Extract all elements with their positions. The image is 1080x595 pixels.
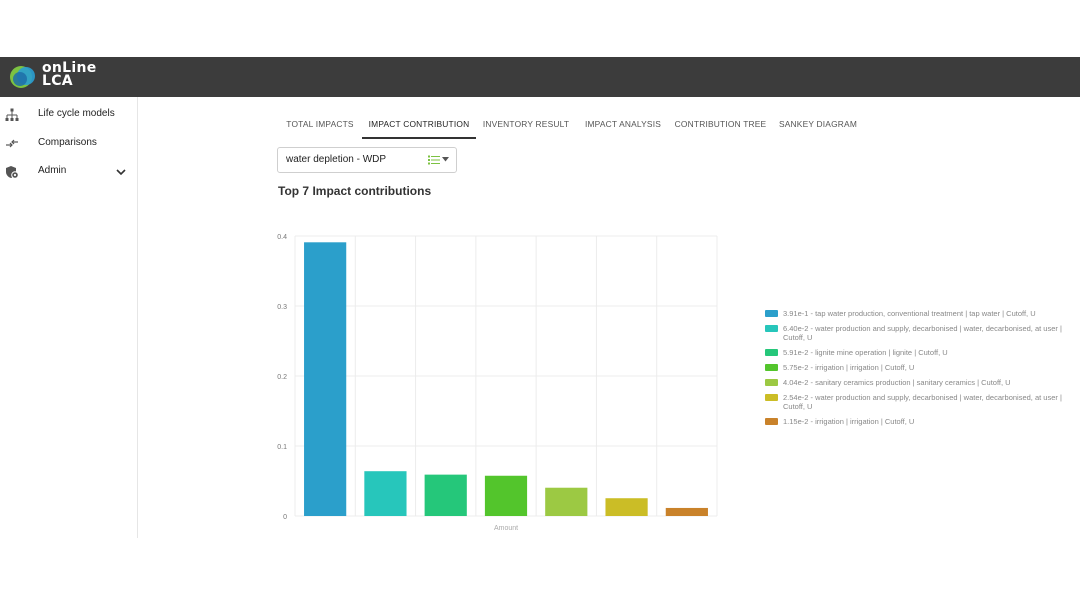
chevron-down-icon[interactable]	[115, 166, 127, 178]
sidebar-item-admin[interactable]: Admin	[0, 160, 137, 184]
bar	[364, 471, 407, 516]
legend-item[interactable]: 5.75e-2 - irrigation | irrigation | Cuto…	[765, 363, 1080, 372]
sidebar-item-label: Life cycle models	[38, 108, 115, 119]
tab-impact-contribution[interactable]: IMPACT CONTRIBUTION	[362, 112, 476, 139]
legend-item[interactable]: 3.91e-1 - tap water production, conventi…	[765, 309, 1080, 318]
legend-item[interactable]: 5.91e-2 - lignite mine operation | ligni…	[765, 348, 1080, 357]
legend-label: 6.40e-2 - water production and supply, d…	[783, 324, 1062, 342]
impact-category-value: water depletion - WDP	[286, 154, 387, 165]
logo-line-2: LCA	[42, 73, 73, 89]
legend-swatch	[765, 364, 778, 371]
legend-item[interactable]: 4.04e-2 - sanitary ceramics production |…	[765, 378, 1080, 387]
legend-item[interactable]: 2.54e-2 - water production and supply, d…	[765, 393, 1080, 411]
legend-swatch	[765, 349, 778, 356]
logo-mark-icon	[10, 66, 35, 88]
logo-wordmark: onLine LCA	[42, 60, 97, 89]
sidebar-item-comparisons[interactable]: Comparisons	[0, 132, 137, 156]
chart-legend: 3.91e-1 - tap water production, conventi…	[765, 309, 1080, 432]
chart-title: Top 7 Impact contributions	[278, 184, 432, 198]
sidebar-item-label: Admin	[38, 165, 67, 176]
admin-settings-icon	[6, 166, 19, 179]
y-tick-label: 0.2	[277, 374, 287, 381]
top-app-bar: onLine LCA	[0, 57, 1080, 97]
tab-inventory-result[interactable]: INVENTORY RESULT	[482, 119, 570, 129]
x-axis-label: Amount	[494, 525, 518, 532]
bar	[484, 475, 528, 516]
bar-chart: 0 0.1 0.2 0.3 0.4 Amount	[277, 234, 718, 532]
bar	[424, 474, 467, 516]
legend-label: 2.54e-2 - water production and supply, d…	[783, 393, 1062, 411]
legend-swatch	[765, 310, 778, 317]
y-tick-label: 0	[283, 514, 287, 521]
legend-label: 4.04e-2 - sanitary ceramics production |…	[783, 378, 1011, 387]
bar	[304, 242, 347, 517]
app-logo[interactable]: onLine LCA	[9, 61, 109, 93]
hierarchy-icon	[5, 108, 19, 121]
legend-label: 3.91e-1 - tap water production, conventi…	[783, 309, 1036, 318]
impact-category-select[interactable]: water depletion - WDP	[277, 147, 457, 173]
legend-swatch	[765, 379, 778, 386]
logo-line-1: onLine	[42, 60, 97, 76]
sidebar-item-life-cycle-models[interactable]: Life cycle models	[0, 103, 137, 127]
tab-total-impacts[interactable]: TOTAL IMPACTS	[286, 119, 354, 129]
bar	[545, 487, 588, 516]
tab-contribution-tree[interactable]: CONTRIBUTION TREE	[674, 119, 767, 129]
y-tick-label: 0.3	[277, 304, 287, 311]
list-icon	[428, 155, 440, 165]
legend-item[interactable]: 1.15e-2 - irrigation | irrigation | Cuto…	[765, 417, 1080, 426]
bar	[665, 507, 708, 516]
y-tick-label: 0.1	[277, 444, 287, 451]
compare-arrows-icon	[6, 139, 18, 148]
sidebar-item-label: Comparisons	[38, 137, 97, 148]
tab-impact-analysis[interactable]: IMPACT ANALYSIS	[584, 119, 662, 129]
legend-swatch	[765, 325, 778, 332]
legend-item[interactable]: 6.40e-2 - water production and supply, d…	[765, 324, 1080, 342]
impact-contribution-chart: 0 0.1 0.2 0.3 0.4 Amount	[270, 228, 730, 538]
legend-label: 5.75e-2 - irrigation | irrigation | Cuto…	[783, 363, 915, 372]
tab-sankey-diagram[interactable]: SANKEY DIAGRAM	[778, 119, 858, 129]
legend-swatch	[765, 418, 778, 425]
bar	[605, 498, 648, 516]
caret-down-icon	[442, 157, 449, 162]
legend-label: 5.91e-2 - lignite mine operation | ligni…	[783, 348, 948, 357]
legend-swatch	[765, 394, 778, 401]
sidebar: Life cycle models Comparisons Admin	[0, 97, 138, 538]
y-tick-label: 0.4	[277, 234, 287, 241]
legend-label: 1.15e-2 - irrigation | irrigation | Cuto…	[783, 417, 915, 426]
